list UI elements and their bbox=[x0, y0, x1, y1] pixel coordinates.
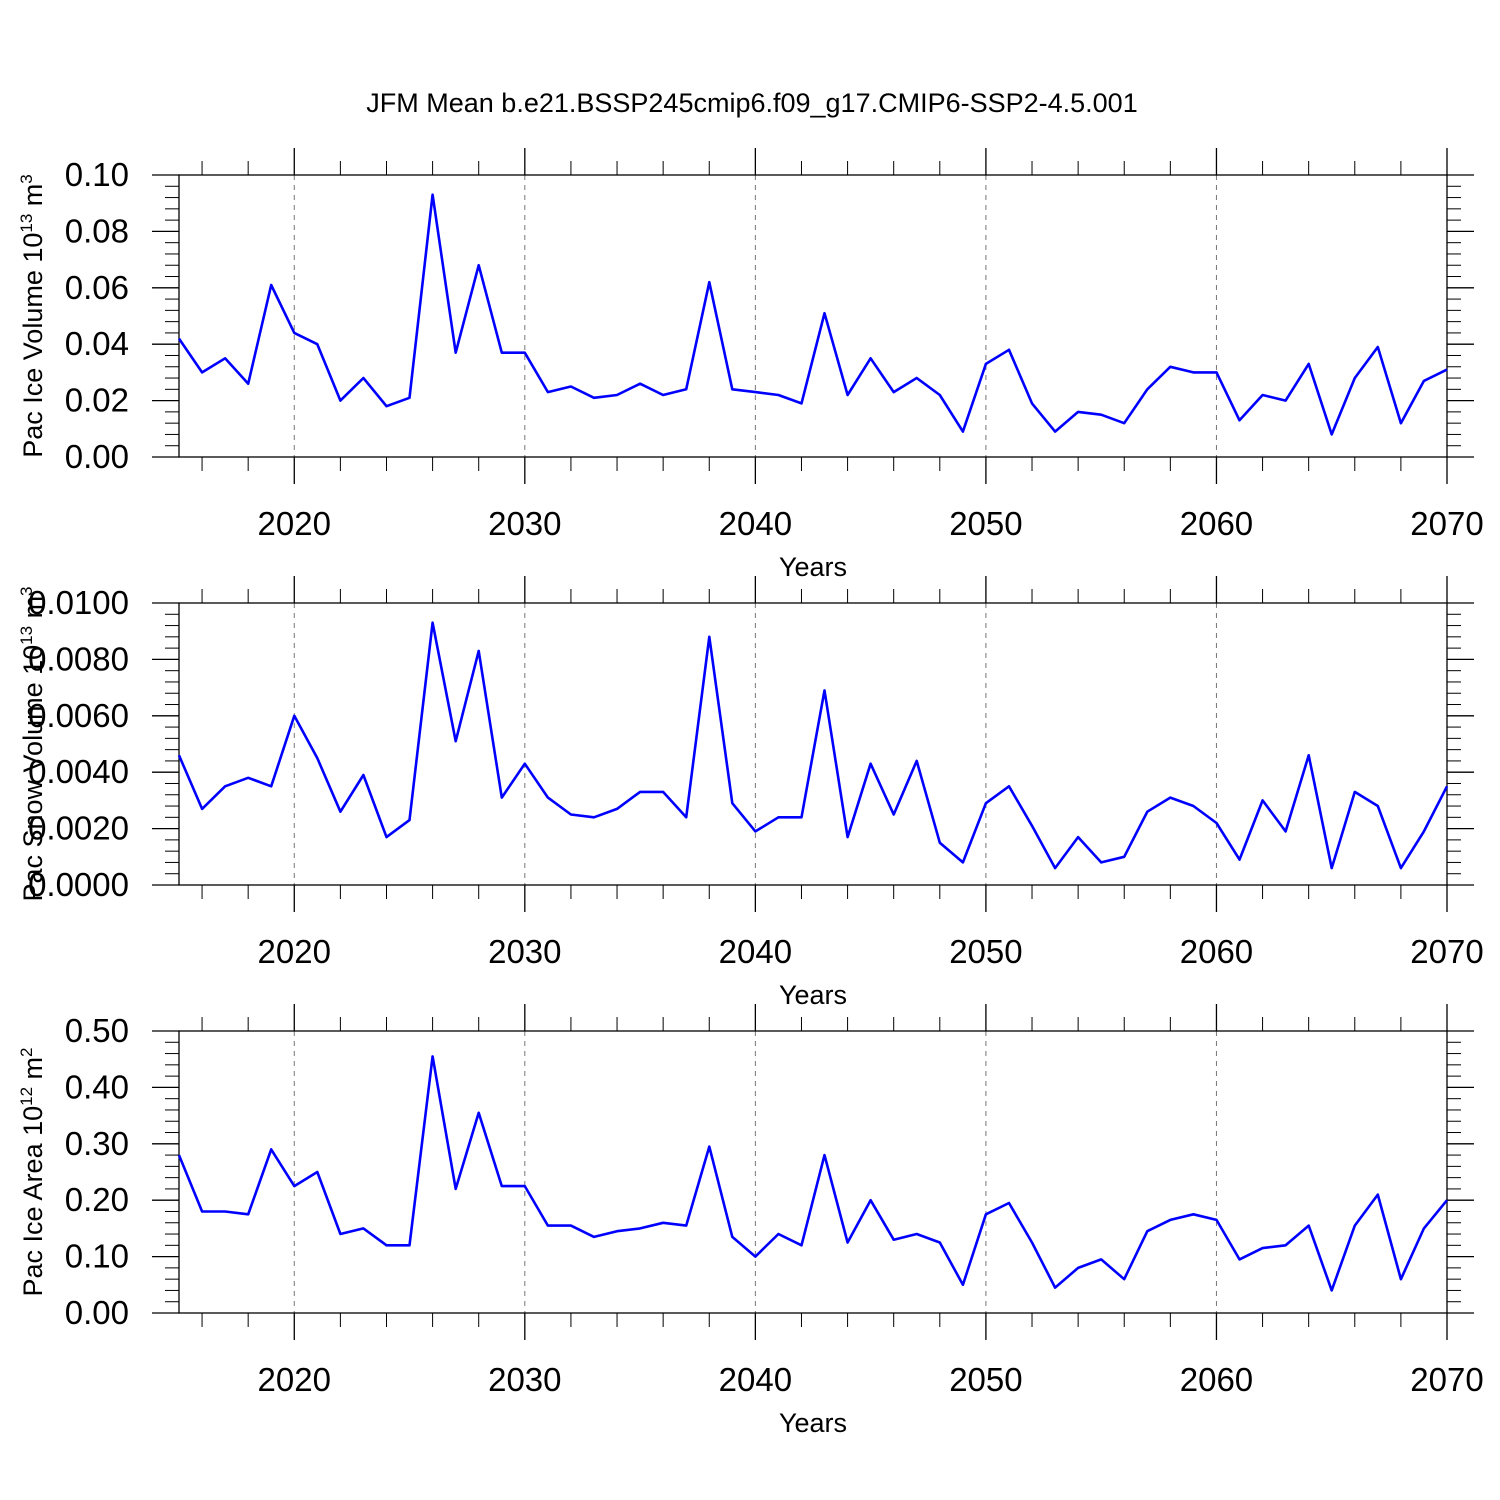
y-tick-label: 0.08 bbox=[65, 212, 129, 249]
y-tick-label: 0.04 bbox=[65, 325, 129, 362]
y-tick-label: 0.10 bbox=[65, 156, 129, 193]
x-axis-label: Years bbox=[779, 552, 847, 582]
plot-frame bbox=[178, 602, 1448, 886]
x-tick-label: 2070 bbox=[1410, 505, 1483, 542]
y-tick-label: 0.20 bbox=[65, 1181, 129, 1218]
y-tick-label: 0.30 bbox=[65, 1125, 129, 1162]
y-axis-label: Pac Snow Volume 1013 m3 bbox=[17, 586, 48, 901]
series-line bbox=[177, 1055, 1449, 1292]
x-tick-label: 2020 bbox=[258, 933, 331, 970]
y-tick-label: 0.10 bbox=[65, 1238, 129, 1275]
y-tick-label: 0.06 bbox=[65, 269, 129, 306]
x-tick-label: 2070 bbox=[1410, 1361, 1483, 1398]
x-tick-label: 2020 bbox=[258, 505, 331, 542]
plot-frame bbox=[178, 174, 1448, 458]
y-tick-label: 0.40 bbox=[65, 1068, 129, 1105]
x-tick-label: 2030 bbox=[488, 1361, 561, 1398]
y-tick-label: 0.0100 bbox=[28, 584, 129, 621]
y-tick-label: 0.0080 bbox=[28, 640, 129, 677]
series-line bbox=[177, 193, 1448, 436]
y-tick-label: 0.0060 bbox=[28, 697, 129, 734]
x-axis-label: Years bbox=[779, 1408, 847, 1438]
panel-2: 0.0100 0.0080 0.0060 0.0040 0.0020 0.0000 2020… bbox=[17, 576, 1484, 1010]
y-axis-label: Pac Ice Volume 1013 m3 bbox=[17, 174, 48, 458]
x-tick-label: 2040 bbox=[719, 933, 792, 970]
series-line bbox=[177, 621, 1449, 870]
x-tick-label: 2030 bbox=[488, 933, 561, 970]
plot-frame bbox=[178, 1030, 1448, 1314]
panel-3: 0.50 0.40 0.30 0.20 0.10 0.00 2020 2030 2040 2050… bbox=[17, 1004, 1484, 1438]
x-tick-label: 2060 bbox=[1180, 505, 1253, 542]
x-tick-label: 2050 bbox=[949, 933, 1022, 970]
x-tick-label: 2070 bbox=[1410, 933, 1483, 970]
x-tick-label: 2020 bbox=[258, 1361, 331, 1398]
x-tick-label: 2040 bbox=[719, 1361, 792, 1398]
y-tick-label: 0.0040 bbox=[28, 753, 129, 790]
y-tick-label: 0.02 bbox=[65, 382, 129, 419]
x-tick-label: 2040 bbox=[719, 505, 792, 542]
panel-1: 0.10 0.08 0.06 0.04 0.02 0.00 2020 2030 2040 2050… bbox=[17, 148, 1484, 582]
y-tick-label: 0.0000 bbox=[28, 866, 129, 903]
x-tick-label: 2060 bbox=[1180, 1361, 1253, 1398]
x-tick-label: 2030 bbox=[488, 505, 561, 542]
x-axis-label: Years bbox=[779, 980, 847, 1010]
y-tick-label: 0.0020 bbox=[28, 810, 129, 847]
x-tick-label: 2060 bbox=[1180, 933, 1253, 970]
figure-title: JFM Mean b.e21.BSSP245cmip6.f09_g17.CMIP… bbox=[366, 88, 1137, 118]
y-tick-label: 0.00 bbox=[65, 1294, 129, 1331]
y-axis-label: Pac Ice Area 1012 m2 bbox=[17, 1047, 48, 1296]
x-tick-label: 2050 bbox=[949, 1361, 1022, 1398]
y-tick-label: 0.00 bbox=[65, 438, 129, 475]
y-tick-label: 0.50 bbox=[65, 1012, 129, 1049]
x-tick-label: 2050 bbox=[949, 505, 1022, 542]
